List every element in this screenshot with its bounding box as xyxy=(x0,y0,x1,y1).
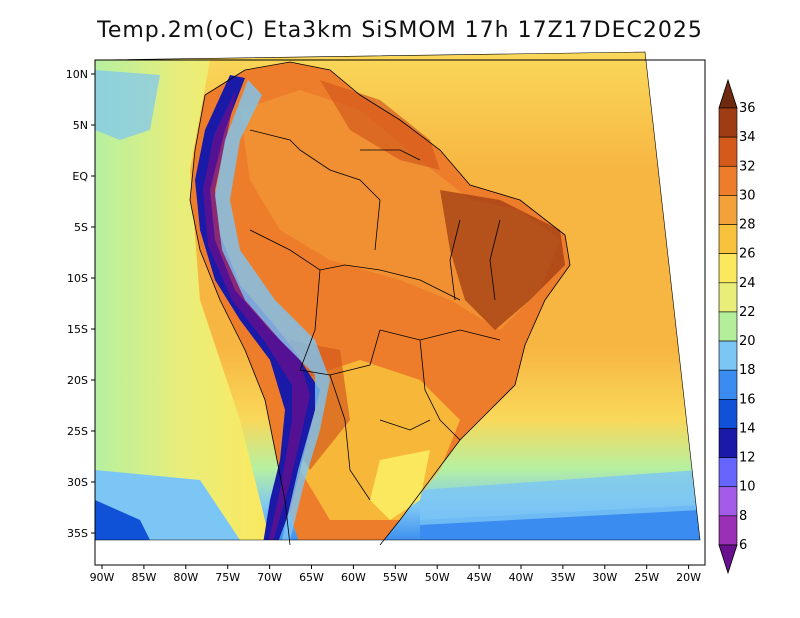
colorbar-segment xyxy=(718,165,738,196)
andes-cool-flank xyxy=(215,80,330,540)
colorbar-label: 16 xyxy=(739,392,756,407)
colorbar-segment xyxy=(718,195,738,225)
colorbar-label: 34 xyxy=(739,130,756,145)
colorbar-label: 26 xyxy=(739,247,756,262)
south-atlantic-cool-field xyxy=(420,470,700,525)
lat-tick-label: 15S xyxy=(67,323,88,336)
colorbar-label: 6 xyxy=(739,538,747,553)
colorbar-segment xyxy=(718,136,738,167)
colorbar-label: 10 xyxy=(739,480,756,495)
lon-tick-label: 70W xyxy=(257,571,282,584)
colorbar-label: 20 xyxy=(739,334,756,349)
guianas-hot-region xyxy=(320,80,440,170)
northeast-very-hot-region xyxy=(440,190,565,330)
colorbar-segment xyxy=(718,282,738,313)
lon-tick-label: 75W xyxy=(215,571,240,584)
colorbar-label: 8 xyxy=(739,509,747,524)
lon-tick-label: 35W xyxy=(550,571,575,584)
lon-tick-label: 50W xyxy=(425,571,450,584)
lat-tick-label: 25S xyxy=(67,425,88,438)
lat-tick-label: 10N xyxy=(66,68,88,81)
lon-tick-label: 30W xyxy=(592,571,617,584)
lon-tick-label: 80W xyxy=(173,571,198,584)
andes-cold-core xyxy=(203,90,310,540)
model-domain xyxy=(95,52,700,540)
colorbar-segment xyxy=(718,399,738,429)
colorbar-segment xyxy=(718,107,738,138)
andes-cold-belt xyxy=(195,75,320,540)
lon-tick-label: 45W xyxy=(467,571,492,584)
lat-tick-label: 35S xyxy=(67,527,88,540)
colorbar-label: 30 xyxy=(739,188,756,203)
colorbar-label: 12 xyxy=(739,451,756,466)
longitude-axis: 90W 85W 80W 75W 70W 65W 60W 55W 50W 45W 40W 35W 30W 2… xyxy=(90,565,701,584)
lat-tick-label: 5S xyxy=(74,221,88,234)
colorbar-segment xyxy=(718,369,738,400)
lon-tick-label: 25W xyxy=(634,571,659,584)
colorbar-segment xyxy=(718,311,738,342)
political-borders xyxy=(189,61,571,546)
colorbar-segment xyxy=(718,253,738,284)
map-frame xyxy=(94,59,706,566)
lat-tick-label: 5N xyxy=(73,119,88,132)
colorbar-segment xyxy=(718,224,738,254)
colorbar-segment xyxy=(718,428,738,458)
colorbar-label: 36 xyxy=(739,101,756,116)
colorbar-label: 24 xyxy=(739,276,756,291)
rio-grande-sul-region xyxy=(370,450,430,520)
lon-tick-label: 60W xyxy=(341,571,366,584)
lat-tick-label: 10S xyxy=(67,272,88,285)
lon-tick-label: 90W xyxy=(90,571,115,584)
lat-tick-label: EQ xyxy=(72,170,88,183)
colorbar-label: 14 xyxy=(739,421,756,436)
temperature-colorbar: 36 34 32 30 28 26 24 22 20 18 16 14 12 10 8 6 xyxy=(718,78,756,575)
colorbar-top-arrow xyxy=(718,78,738,109)
lat-tick-label: 20S xyxy=(67,374,88,387)
colorbar-label: 28 xyxy=(739,218,756,233)
latitude-axis: 10N 5N EQ 5S 10S 15S 20S 25S 30S 35S xyxy=(66,68,95,540)
colorbar-bottom-arrow xyxy=(718,544,738,575)
map-title: Temp.2m(oC) Eta3km SiSMOM 17h 17Z17DEC20… xyxy=(97,18,703,43)
lon-tick-label: 55W xyxy=(383,571,408,584)
lon-tick-label: 65W xyxy=(299,571,324,584)
pacific-cool-patch xyxy=(95,70,160,140)
lat-tick-label: 30S xyxy=(67,476,88,489)
lon-tick-label: 85W xyxy=(131,571,156,584)
colorbar-segment xyxy=(718,340,738,371)
lon-tick-label: 20W xyxy=(676,571,701,584)
colorbar-label: 18 xyxy=(739,363,756,378)
colorbar-segment xyxy=(718,515,738,546)
colorbar-segment xyxy=(718,457,738,488)
lon-tick-label: 40W xyxy=(509,571,534,584)
colorbar-label: 22 xyxy=(739,305,756,320)
south-pacific-cold-field xyxy=(95,500,150,540)
pacific-ocean-field xyxy=(95,60,270,540)
colorbar-label: 32 xyxy=(739,159,756,174)
colorbar-segment xyxy=(718,486,738,517)
